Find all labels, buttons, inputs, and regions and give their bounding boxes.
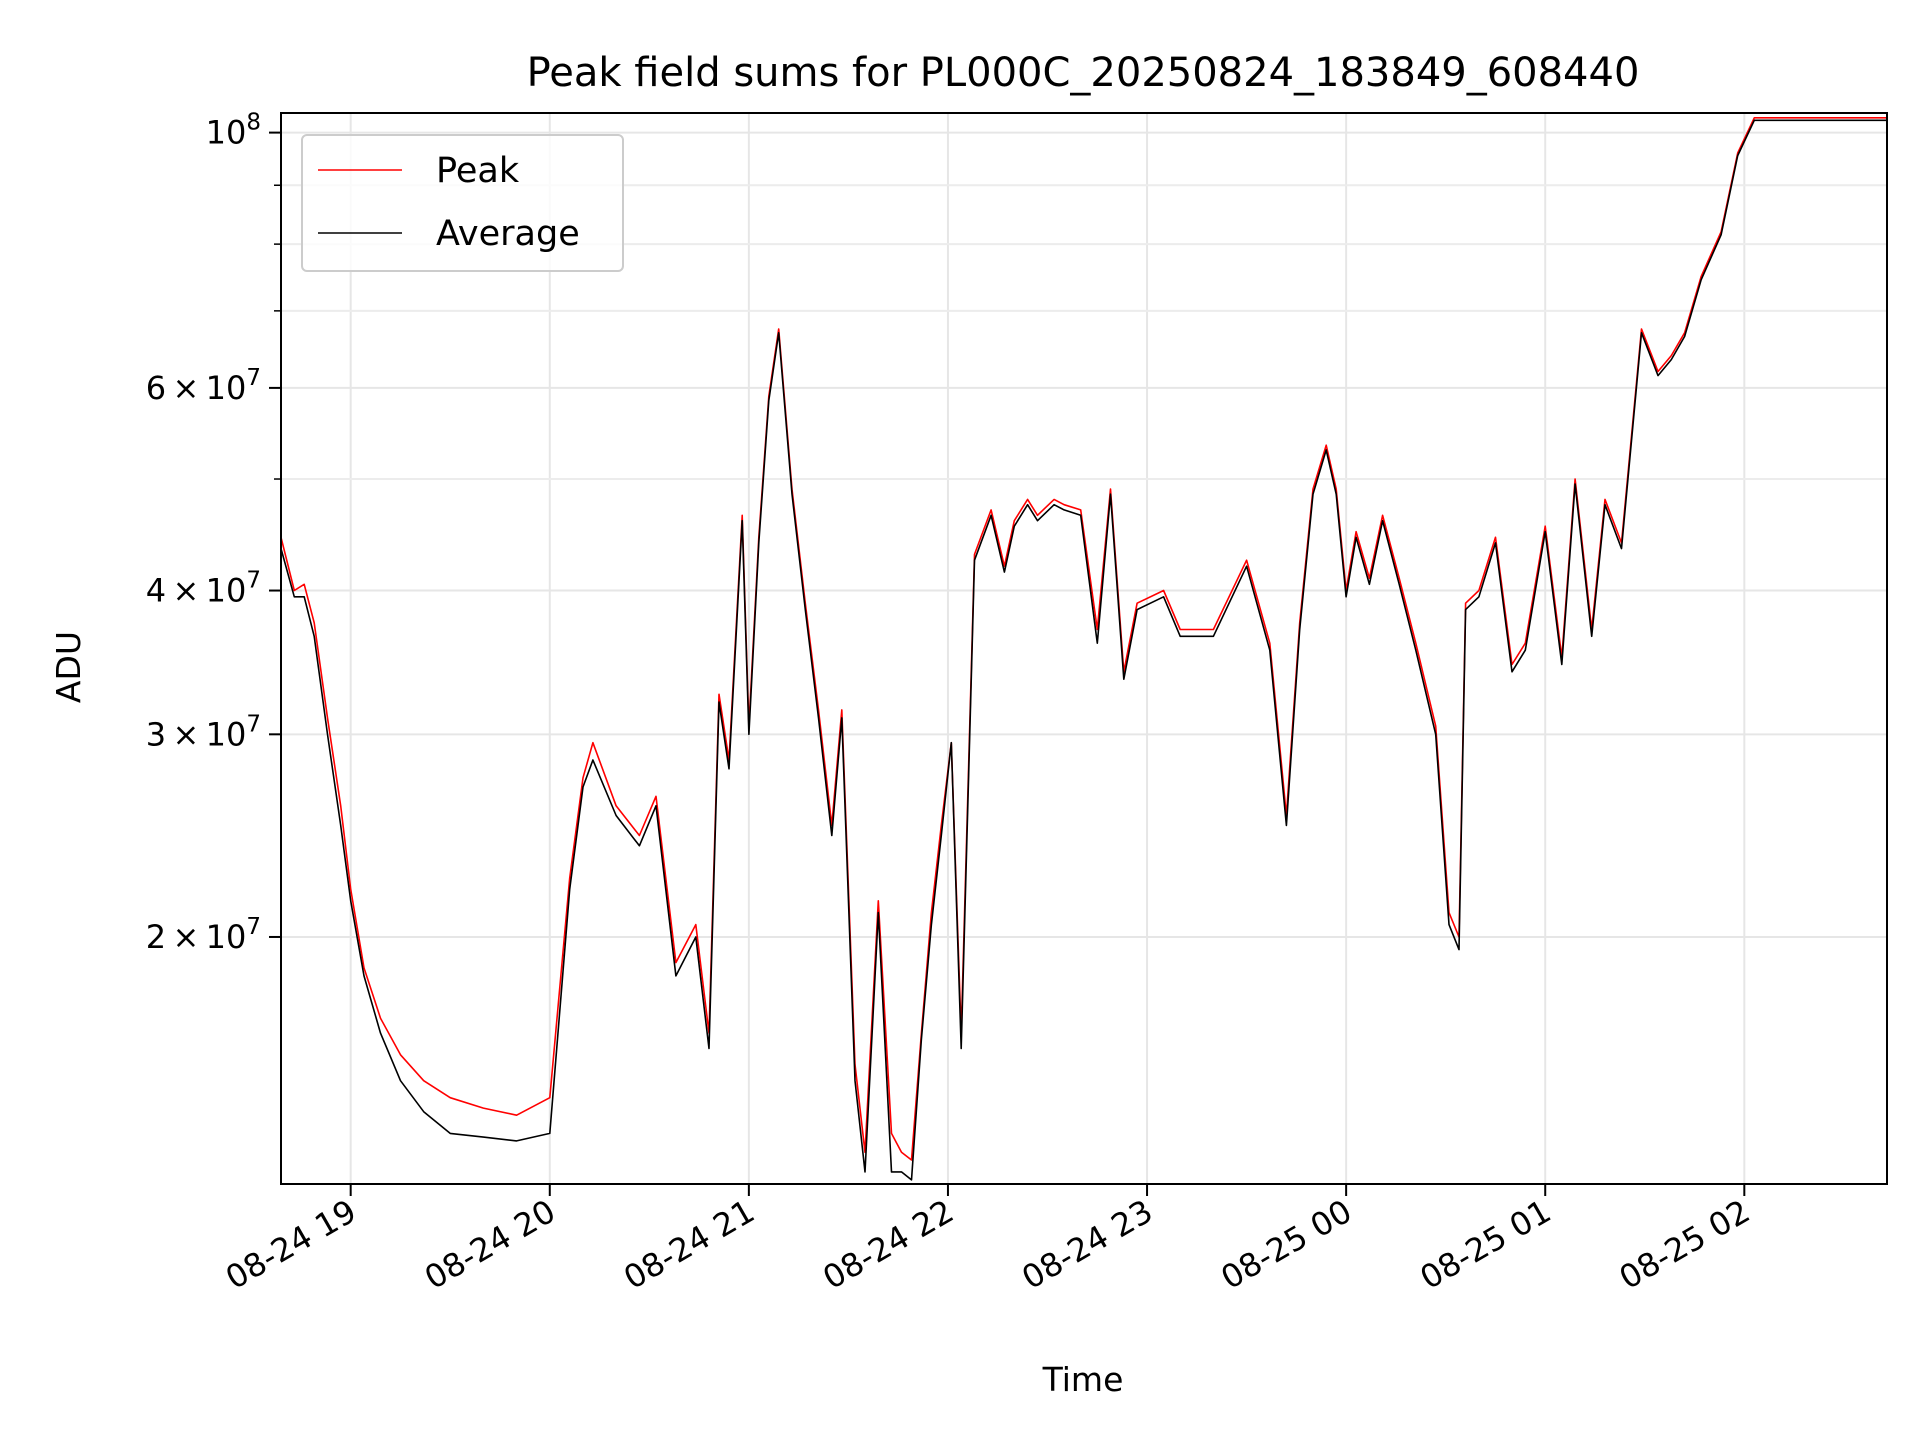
y-tick-label: 3 × 107	[146, 711, 261, 753]
legend: Peak Average	[301, 134, 624, 272]
y-tick-base: × 10	[166, 572, 246, 610]
x-axis-title: Time	[1042, 1360, 1124, 1399]
series-line-average	[281, 119, 1887, 1181]
y-tick-mantissa: 4	[146, 572, 166, 610]
y-axis-title: ADU	[49, 631, 88, 703]
legend-box	[301, 134, 624, 272]
y-tick-mantissa: 3	[146, 715, 166, 753]
y-tick-base: × 10	[166, 918, 246, 956]
axes-frame	[280, 112, 1888, 1185]
chart-title: Peak field sums for PL000C_20250824_1838…	[527, 50, 1640, 96]
y-tick-exponent: 8	[246, 110, 261, 136]
y-tick-exponent: 7	[246, 365, 261, 391]
y-tick-base: 10	[206, 114, 247, 152]
y-tick-base: × 10	[166, 369, 246, 407]
y-tick-exponent: 7	[246, 711, 261, 737]
legend-label-average: Average	[436, 214, 580, 254]
y-tick-label: 6 × 107	[146, 365, 261, 407]
y-tick-label: 4 × 107	[146, 568, 261, 610]
plot-area	[281, 117, 1887, 1181]
y-tick-exponent: 7	[246, 568, 261, 594]
y-tick-exponent: 7	[246, 914, 261, 940]
legend-label-peak: Peak	[436, 151, 520, 191]
y-tick-mantissa: 2	[146, 918, 166, 956]
y-tick-base: × 10	[166, 715, 246, 753]
y-tick-mantissa: 6	[146, 369, 166, 407]
grid	[281, 113, 1887, 1184]
y-tick-label: 2 × 107	[146, 914, 261, 956]
y-tick-label: 108	[206, 110, 261, 152]
